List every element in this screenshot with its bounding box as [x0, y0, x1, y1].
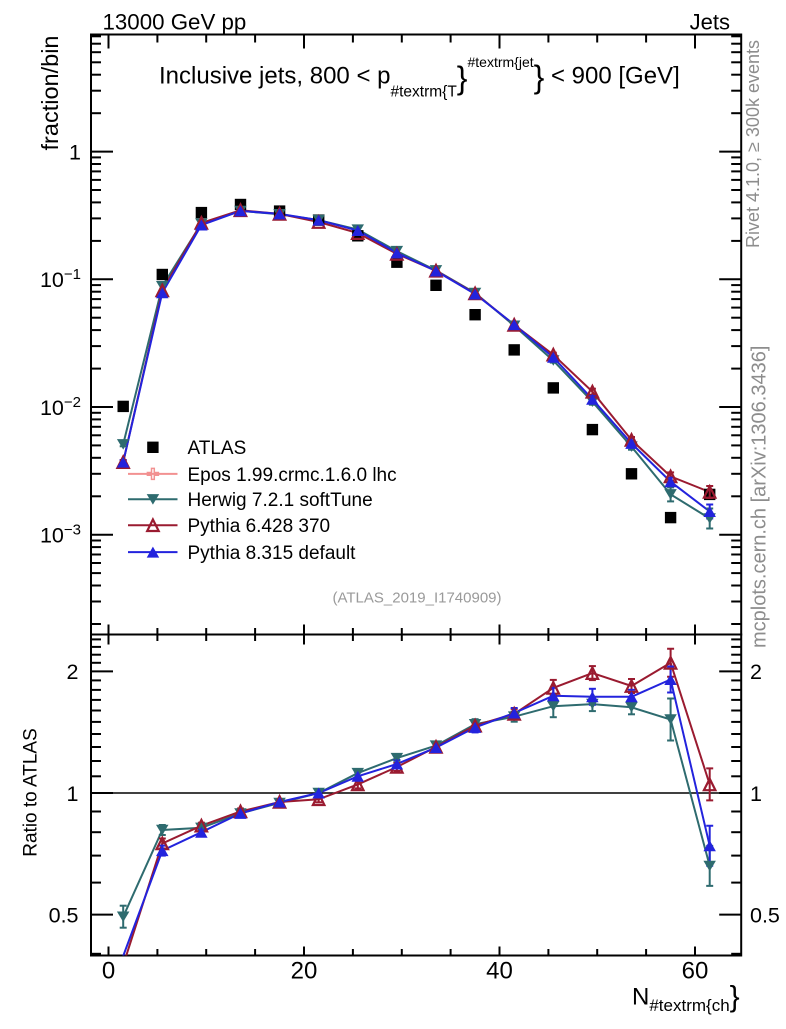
svg-text:1: 1 [67, 782, 79, 806]
svg-text:Ratio to ATLAS: Ratio to ATLAS [20, 728, 41, 857]
svg-text:(ATLAS_2019_I1740909): (ATLAS_2019_I1740909) [332, 590, 501, 607]
svg-text:0.5: 0.5 [49, 903, 79, 927]
svg-text:fraction/bin: fraction/bin [37, 36, 63, 151]
svg-text:Jets: Jets [690, 9, 730, 34]
svg-text:0: 0 [102, 958, 115, 985]
svg-text:60: 60 [682, 958, 709, 985]
svg-text:Pythia 8.315 default: Pythia 8.315 default [188, 543, 357, 564]
svg-text:mcplots.cern.ch [arXiv:1306.34: mcplots.cern.ch [arXiv:1306.3436] [749, 346, 771, 648]
svg-text:Herwig 7.2.1 softTune: Herwig 7.2.1 softTune [188, 490, 373, 511]
svg-text:2: 2 [67, 660, 79, 684]
svg-text:40: 40 [486, 958, 513, 985]
svg-text:20: 20 [291, 958, 318, 985]
svg-text:0.5: 0.5 [750, 903, 780, 927]
svg-text:1: 1 [69, 140, 81, 164]
svg-text:1: 1 [750, 782, 762, 806]
svg-text:Pythia 6.428 370: Pythia 6.428 370 [188, 516, 331, 537]
svg-text:2: 2 [750, 660, 762, 684]
svg-text:Epos 1.99.crmc.1.6.0 lhc: Epos 1.99.crmc.1.6.0 lhc [188, 465, 397, 486]
svg-text:Rivet 4.1.0, ≥ 300k events: Rivet 4.1.0, ≥ 300k events [743, 40, 763, 248]
svg-text:13000 GeV pp: 13000 GeV pp [103, 9, 247, 34]
svg-text:ATLAS: ATLAS [188, 438, 247, 459]
